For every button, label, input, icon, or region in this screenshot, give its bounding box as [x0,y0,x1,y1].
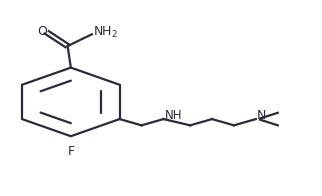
Text: N: N [257,109,266,122]
Text: NH: NH [165,109,183,122]
Text: NH$_2$: NH$_2$ [93,25,118,40]
Text: F: F [67,145,74,158]
Text: O: O [38,25,47,38]
